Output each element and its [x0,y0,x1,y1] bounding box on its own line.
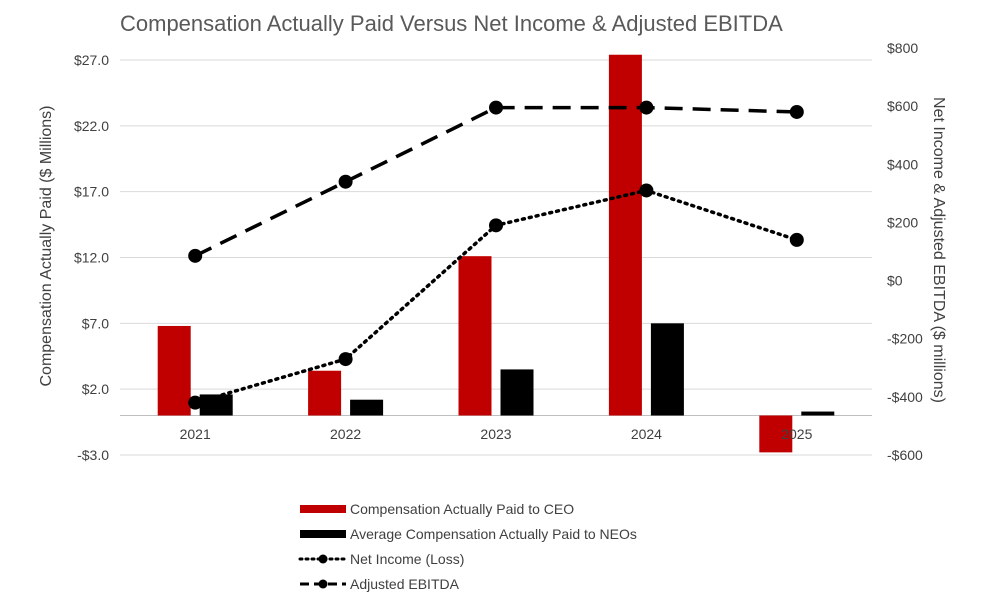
legend-swatch-neo-bar [300,530,346,538]
left-axis-ticks: -$3.0 $2.0 $7.0 $12.0 $17.0 $22.0 $27.0 [74,52,109,463]
right-tick-label: $0 [887,273,903,289]
net-income-point-2025 [789,232,804,247]
left-tick-label: $7.0 [82,315,109,331]
legend-label-neo-bar: Average Compensation Actually Paid to NE… [350,526,637,542]
right-tick-label: $400 [887,156,918,172]
net-income-point-2022 [338,352,353,367]
right-tick-label: $200 [887,214,918,230]
bar-ceo-2025 [759,415,793,453]
bar-neo-2022 [350,399,384,416]
x-axis-ticks: 2021 2022 2023 2024 2025 [180,426,813,442]
right-tick-label: -$200 [887,331,923,347]
legend-marker-adjusted-ebitda [318,579,328,589]
legend-label-adjusted-ebitda: Adjusted EBITDA [350,576,460,592]
right-axis-ticks: -$600 -$400 -$200 $0 $200 $400 $600 $800 [887,40,923,463]
x-tick-label: 2022 [330,426,361,442]
left-axis-title: Compensation Actually Paid ($ Millions) [38,105,55,386]
legend: Compensation Actually Paid to CEO Average… [298,501,637,592]
left-tick-label: -$3.0 [77,447,109,463]
left-tick-label: $12.0 [74,250,109,266]
right-tick-label: $600 [887,98,918,114]
legend-label-net-income: Net Income (Loss) [350,551,464,567]
bar-ceo-2021 [157,325,191,416]
x-tick-label: 2024 [631,426,662,442]
ebitda-point-2024 [639,100,654,115]
x-tick-label: 2021 [180,426,211,442]
bar-neo-2025 [801,411,835,416]
right-tick-label: -$600 [887,447,923,463]
bar-series [157,54,835,453]
legend-swatch-ceo-bar [300,505,346,513]
bar-neo-2023 [500,369,534,416]
left-tick-label: $27.0 [74,52,109,68]
ebitda-point-2023 [489,100,503,115]
left-tick-label: $22.0 [74,118,109,134]
chart-title: Compensation Actually Paid Versus Net In… [120,11,783,36]
x-tick-label: 2023 [480,426,511,442]
net-income-point-2024 [639,183,654,198]
ebitda-point-2022 [338,174,353,189]
left-tick-label: $17.0 [74,184,109,200]
right-tick-label: $800 [887,40,918,56]
gridlines [120,59,872,456]
ebitda-point-2025 [789,104,804,119]
adjusted-ebitda-line [194,105,797,258]
net-income-point-2023 [489,218,503,233]
line-series [188,100,804,410]
bar-ceo-2022 [308,370,342,416]
net-income-point-2021 [188,395,203,410]
bar-neo-2024 [650,323,684,416]
legend-marker-net-income [318,554,328,564]
bar-ceo-2023 [458,256,492,416]
x-tick-label: 2025 [781,426,812,442]
ebitda-point-2021 [188,248,203,263]
bar-ceo-2024 [608,54,642,416]
right-axis-title: Net Income & Adjusted EBITDA ($ millions… [930,97,947,403]
legend-label-ceo-bar: Compensation Actually Paid to CEO [350,501,574,517]
right-tick-label: -$400 [887,389,923,405]
left-tick-label: $2.0 [82,381,109,397]
